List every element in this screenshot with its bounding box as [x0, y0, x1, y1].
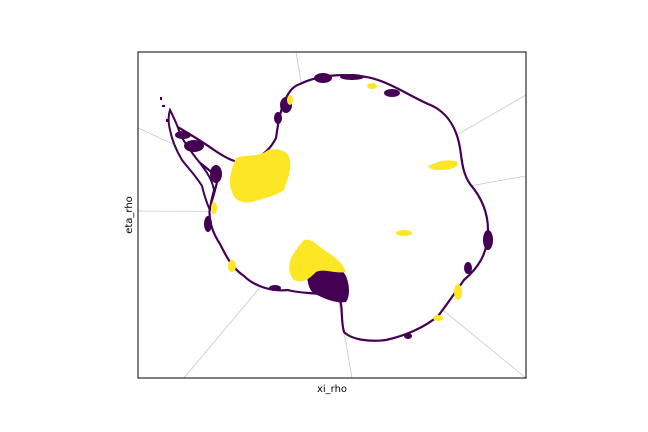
coastal-cluster — [340, 74, 364, 80]
coastal-fringe — [367, 83, 377, 89]
interior-spot — [396, 230, 412, 236]
coastal-fringe — [228, 260, 236, 272]
island-mark — [160, 97, 162, 100]
y-axis-label: eta_rho — [124, 196, 135, 234]
coastal-cluster — [269, 285, 281, 291]
coastal-cluster — [204, 216, 212, 232]
ronne-filchner-shelf — [229, 149, 291, 203]
coastal-cluster — [314, 73, 332, 83]
amery-shelf — [428, 160, 458, 170]
coastal-cluster — [184, 140, 204, 152]
coastal-cluster — [384, 89, 400, 97]
continent-body — [174, 73, 490, 342]
x-axis-label: xi_rho — [317, 384, 347, 395]
coastal-cluster — [210, 165, 222, 183]
coastal-cluster — [404, 333, 412, 339]
low-value-regions — [175, 73, 493, 339]
axes-frame — [137, 51, 527, 379]
ross-shelf — [289, 239, 346, 282]
high-value-regions — [211, 83, 462, 321]
coastal-fringe — [287, 95, 293, 105]
coastal-fringe — [454, 284, 462, 300]
coastal-cluster — [274, 112, 282, 124]
coastal-cluster — [483, 230, 493, 250]
coastal-fringe — [211, 202, 217, 214]
plot-area — [137, 51, 527, 379]
island-mark — [162, 105, 165, 107]
island-mark — [166, 119, 169, 122]
coastal-cluster — [175, 131, 191, 139]
coastal-fringe — [433, 315, 443, 321]
coastal-cluster — [464, 262, 472, 274]
